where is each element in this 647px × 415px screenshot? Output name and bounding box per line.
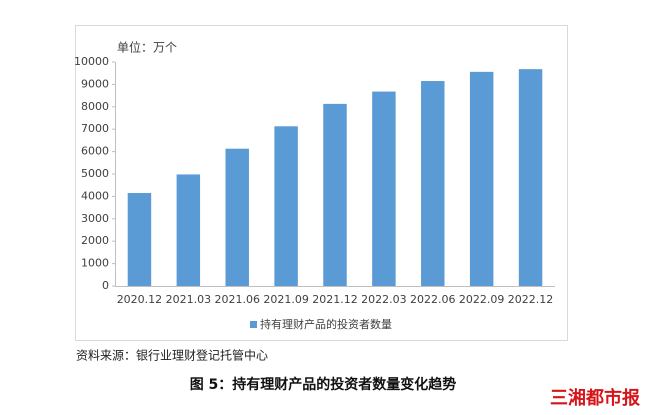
y-tick-label: 7000	[81, 122, 109, 135]
x-tick-label: 2020.12	[117, 293, 163, 306]
x-tick-label: 2021.03	[166, 293, 212, 306]
y-tick-label: 4000	[81, 189, 109, 202]
bar	[372, 91, 396, 287]
y-tick-label: 2000	[81, 234, 109, 247]
x-tick-label: 2021.12	[312, 293, 358, 306]
logo: 三湘都市报	[550, 387, 640, 409]
y-tick-label: 6000	[81, 145, 109, 158]
bar	[469, 71, 494, 286]
x-tick-label: 2022.09	[459, 293, 505, 306]
y-tick-label: 9000	[81, 77, 109, 90]
bar	[518, 69, 543, 286]
x-tick-label: 2021.06	[214, 293, 260, 306]
x-tick-label: 2022.06	[410, 293, 456, 306]
bar	[127, 193, 152, 286]
bar	[323, 103, 347, 286]
legend-swatch	[250, 321, 257, 328]
bar	[421, 81, 445, 286]
y-tick-label: 0	[102, 279, 109, 292]
unit-label: 单位：万个	[117, 40, 177, 55]
caption: 图 5：持有理财产品的投资者数量变化趋势	[190, 376, 457, 393]
x-tick-label: 2022.12	[508, 293, 554, 306]
x-tick-label: 2021.09	[263, 293, 309, 306]
bar	[176, 174, 201, 286]
y-tick-label: 5000	[81, 167, 109, 180]
y-tick-label: 8000	[81, 100, 109, 113]
x-tick-label: 2022.03	[361, 293, 407, 306]
y-tick-label: 10000	[74, 55, 109, 68]
y-tick-label: 1000	[81, 257, 109, 270]
bar	[225, 148, 249, 286]
bar	[274, 126, 298, 287]
source-note: 资料来源：银行业理财登记托管中心	[76, 348, 268, 363]
legend-label: 持有理财产品的投资者数量	[260, 317, 392, 331]
y-tick-label: 3000	[81, 212, 109, 225]
